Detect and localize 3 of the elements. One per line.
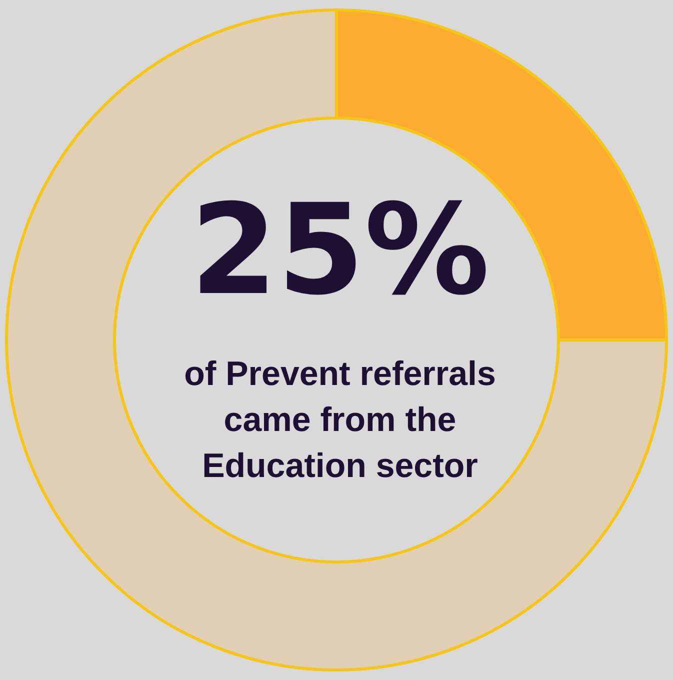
text: of Prevent referrals came from the Education sector <box>184 355 496 485</box>
donut-slice <box>5 8 668 672</box>
data-label: 25% <box>190 178 490 323</box>
